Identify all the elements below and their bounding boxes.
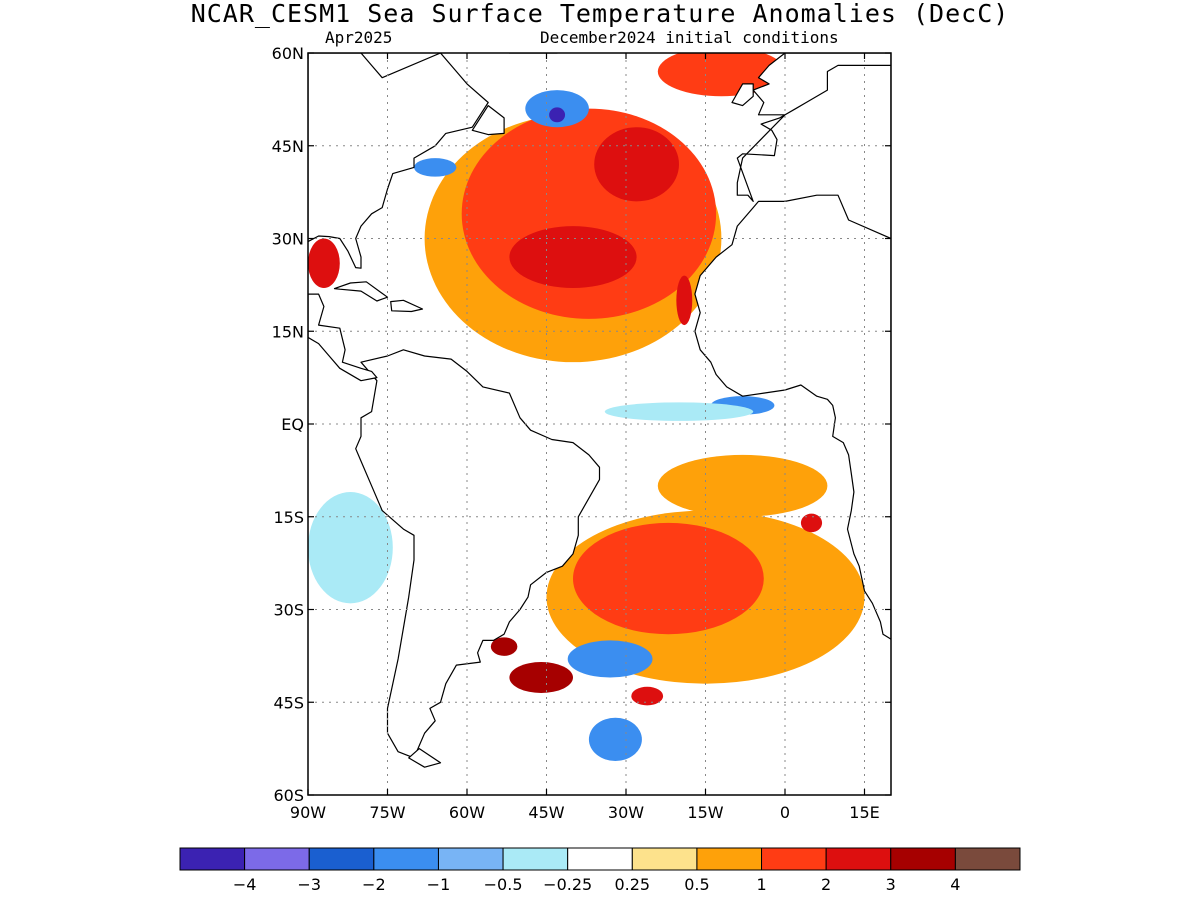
colorbar-label: 1 — [756, 875, 766, 894]
colorbar-label: −3 — [297, 875, 321, 894]
lat-tick-label: 15N — [272, 322, 304, 341]
anomaly-region-15 — [567, 640, 653, 678]
colorbar-label: 2 — [821, 875, 831, 894]
anomaly-region-11 — [657, 454, 828, 517]
anomaly-region-13 — [573, 522, 764, 635]
lat-tick-label: EQ — [281, 415, 304, 434]
lon-tick-label: 15E — [849, 803, 879, 822]
lat-tick-label: 60S — [273, 786, 304, 805]
colorbar-label: −0.5 — [484, 875, 523, 894]
colorbar-swatch — [308, 847, 375, 871]
colorbar-label: 4 — [950, 875, 960, 894]
coastline-tierra-del-fuego — [408, 748, 442, 768]
anomaly-region-14 — [800, 513, 823, 533]
coastline-north-america — [308, 53, 489, 269]
anomaly-region-2 — [509, 226, 637, 288]
lat-tick-label: 30N — [272, 230, 304, 249]
lat-tick-label: 45S — [273, 693, 304, 712]
lon-tick-label: 45W — [528, 803, 564, 822]
colorbar-swatch — [502, 847, 569, 871]
coastline-newfoundland — [471, 105, 505, 136]
colorbar-swatch — [244, 847, 310, 871]
colorbar: −4 −3 −2 −1 −0.5 −0.25 0.25 0.5 1 2 3 4 — [179, 847, 1021, 894]
lon-tick-label: 0 — [780, 803, 790, 822]
coastline-central-america — [308, 293, 378, 382]
lat-tick-label: 15S — [273, 508, 304, 527]
colorbar-label: 0.5 — [684, 875, 709, 894]
init-conditions-label: December2024 initial conditions — [540, 28, 839, 47]
anomaly-region-18 — [490, 637, 518, 656]
lat-tick-label: 30S — [273, 601, 304, 620]
anomaly-region-10 — [604, 402, 754, 421]
lon-tick-label: 30W — [608, 803, 644, 822]
anomaly-region-19 — [631, 686, 664, 706]
anomaly-region-20 — [308, 492, 393, 604]
colorbar-swatch — [567, 847, 633, 871]
colorbar-swatch — [631, 847, 698, 871]
anomaly-region-8 — [676, 275, 693, 326]
colorbar-swatch — [825, 847, 892, 871]
colorbar-swatch — [437, 847, 504, 871]
colorbar-swatch — [696, 847, 763, 871]
lon-tick-label: 90W — [290, 803, 326, 822]
coastline-cuba — [333, 281, 389, 302]
anomaly-region-3 — [594, 127, 679, 202]
colorbar-swatch — [761, 847, 827, 871]
colorbar-swatch — [890, 847, 956, 871]
anomaly-region-16 — [588, 717, 642, 761]
colorbar-label: 0.25 — [614, 875, 650, 894]
anomaly-fill-layer — [308, 53, 865, 761]
colorbar-label: −1 — [427, 875, 451, 894]
anomaly-region-6 — [549, 107, 566, 123]
colorbar-swatch — [954, 847, 1021, 871]
lat-tick-label: 60N — [272, 44, 304, 63]
lon-tick-label: 15W — [687, 803, 723, 822]
colorbar-label: −4 — [233, 875, 257, 894]
colorbar-swatch — [179, 847, 246, 871]
lat-tick-label: 45N — [272, 137, 304, 156]
lon-tick-label: 75W — [369, 803, 405, 822]
colorbar-label: −0.25 — [543, 875, 592, 894]
anomaly-region-21 — [308, 238, 340, 288]
lon-tick-label: 60W — [449, 803, 485, 822]
coastline-hispaniola — [390, 299, 424, 313]
coastline-africa-europe — [694, 53, 891, 640]
colorbar-swatch — [373, 847, 439, 871]
coastline-ireland — [731, 83, 754, 107]
coastline-iberia-france — [736, 53, 891, 202]
valid-month-label: Apr2025 — [325, 28, 393, 47]
anomaly-region-7 — [414, 158, 457, 177]
colorbar-label: 3 — [886, 875, 896, 894]
colorbar-label: −2 — [362, 875, 386, 894]
anomaly-region-17 — [509, 662, 573, 693]
graticule — [308, 53, 891, 795]
coastline-south-america — [355, 349, 601, 759]
coastline-layer — [308, 53, 891, 768]
map-title: NCAR_CESM1 Sea Surface Temperature Anoma… — [190, 0, 1010, 28]
